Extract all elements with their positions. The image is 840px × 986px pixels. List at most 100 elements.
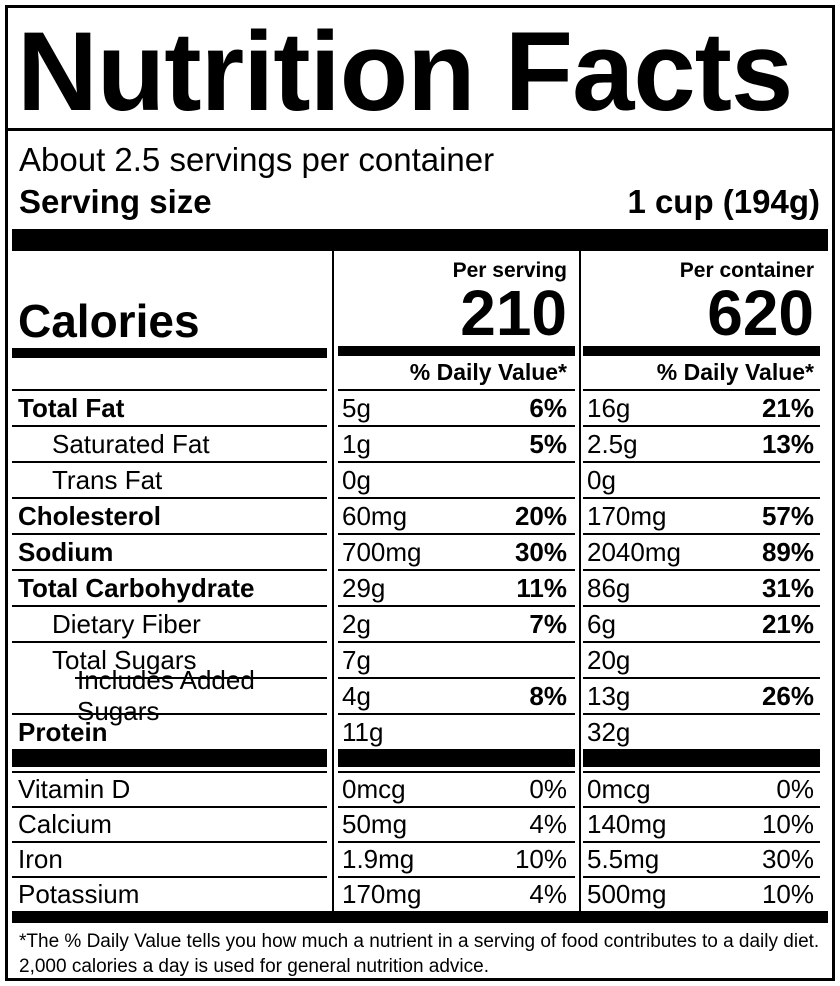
serving-amount: 60mg bbox=[342, 500, 408, 531]
serving-dv: 7% bbox=[529, 608, 567, 639]
serving-amount: 1.9mg bbox=[342, 844, 415, 874]
table-row: Protein 11g 32g bbox=[8, 713, 832, 749]
daily-value-header-container: % Daily Value* bbox=[656, 359, 814, 385]
container-amount: 86g bbox=[587, 572, 631, 603]
container-amount: 2.5g bbox=[587, 428, 638, 459]
nutrient-name: Saturated Fat bbox=[52, 428, 210, 459]
table-row: Saturated Fat 1g 5% 2.5g 13% bbox=[8, 425, 832, 461]
separator-bar-top bbox=[12, 229, 828, 251]
container-dv: 13% bbox=[761, 428, 814, 459]
container-amount: 20g bbox=[587, 644, 631, 675]
container-dv: 10% bbox=[761, 809, 814, 839]
container-dv: 89% bbox=[761, 536, 814, 567]
serving-amount: 7g bbox=[342, 644, 371, 675]
serving-block: About 2.5 servings per container Serving… bbox=[8, 131, 832, 229]
calories-underline-container bbox=[583, 346, 820, 356]
container-amount: 5.5mg bbox=[587, 844, 660, 874]
container-amount: 2040mg bbox=[587, 536, 681, 567]
title-block: Nutrition Facts bbox=[8, 8, 832, 131]
serving-amount: 5g bbox=[342, 392, 371, 423]
container-dv: 10% bbox=[761, 879, 814, 909]
serving-dv: 8% bbox=[529, 680, 567, 711]
serving-dv: 11% bbox=[516, 572, 567, 603]
serving-dv: 0% bbox=[529, 774, 567, 804]
container-amount: 140mg bbox=[587, 809, 667, 839]
serving-amount: 29g bbox=[342, 572, 386, 603]
calories-label: Calories bbox=[18, 294, 200, 347]
serving-amount: 1g bbox=[342, 428, 371, 459]
container-dv: 0% bbox=[776, 774, 814, 804]
container-amount: 6g bbox=[587, 608, 616, 639]
container-amount: 500mg bbox=[587, 879, 667, 909]
nutrient-name: Vitamin D bbox=[18, 774, 131, 804]
container-dv: 21% bbox=[761, 392, 814, 423]
per-serving-header: Per serving bbox=[452, 259, 567, 282]
nutrient-name: Cholesterol bbox=[18, 500, 162, 531]
serving-amount: 170mg bbox=[342, 879, 422, 909]
per-serving-header-col: Per serving 210 % Daily Value* bbox=[332, 251, 579, 389]
serving-dv: 4% bbox=[529, 809, 567, 839]
container-dv: 26% bbox=[761, 680, 814, 711]
separator-bar-bottom bbox=[12, 911, 828, 923]
nutrient-name: Protein bbox=[18, 716, 108, 747]
serving-amount: 11g bbox=[342, 716, 384, 747]
serving-size-value: 1 cup (194g) bbox=[627, 183, 820, 220]
serving-dv: 30% bbox=[514, 536, 567, 567]
serving-amount: 4g bbox=[342, 680, 371, 711]
container-amount: 0mcg bbox=[587, 774, 651, 804]
table-row: Includes Added Sugars 4g 8% 13g 26% bbox=[8, 665, 832, 726]
daily-value-header-serving: % Daily Value* bbox=[409, 359, 567, 385]
per-container-header-col: Per container 620 % Daily Value* bbox=[579, 251, 828, 389]
container-amount: 0g bbox=[587, 464, 616, 495]
nutrient-name: Total Carbohydrate bbox=[18, 572, 255, 603]
serving-dv: 20% bbox=[514, 500, 567, 531]
nutrient-name: Trans Fat bbox=[52, 464, 163, 495]
serving-amount: 2g bbox=[342, 608, 371, 639]
container-dv: 31% bbox=[761, 572, 814, 603]
nutrient-name: Sodium bbox=[18, 536, 114, 567]
nutrient-name: Total Fat bbox=[18, 392, 125, 423]
serving-size-label: Serving size bbox=[19, 183, 212, 220]
nutrient-name: Total Sugars bbox=[52, 644, 197, 675]
table-row: Cholesterol 60mg 20% 170mg 57% bbox=[8, 497, 832, 533]
per-container-header: Per container bbox=[679, 259, 814, 282]
table-row: Sodium 700mg 30% 2040mg 89% bbox=[8, 533, 832, 569]
footnote: *The % Daily Value tells you how much a … bbox=[8, 923, 832, 978]
calories-per-container: 620 bbox=[707, 276, 814, 349]
nutrition-facts-label: Nutrition Facts About 2.5 servings per c… bbox=[5, 5, 835, 981]
nutrient-name: Includes Added Sugars bbox=[77, 665, 255, 726]
container-amount: 16g bbox=[587, 392, 631, 423]
table-row: Iron 1.9mg 10% 5.5mg 30% bbox=[8, 841, 832, 876]
container-amount: 32g bbox=[587, 716, 631, 747]
nutrient-name: Dietary Fiber bbox=[52, 608, 201, 639]
calories-header-left: Calories bbox=[8, 251, 332, 389]
serving-dv: 6% bbox=[529, 392, 567, 423]
calories-underline-serving bbox=[338, 346, 575, 356]
servings-per-container: About 2.5 servings per container bbox=[19, 141, 495, 178]
serving-amount: 50mg bbox=[342, 809, 408, 839]
table-row: Dietary Fiber 2g 7% 6g 21% bbox=[8, 605, 832, 641]
container-amount: 13g bbox=[587, 680, 631, 711]
container-dv: 21% bbox=[761, 608, 814, 639]
footnote-line-1: *The % Daily Value tells you how much a … bbox=[19, 931, 820, 952]
table-row: Total Carbohydrate 29g 11% 86g 31% bbox=[8, 569, 832, 605]
label-title: Nutrition Facts bbox=[17, 9, 793, 134]
serving-amount: 0mcg bbox=[342, 774, 406, 804]
serving-dv: 10% bbox=[514, 844, 567, 874]
table-row: Potassium 170mg 4% 500mg 10% bbox=[8, 876, 832, 911]
nutrient-name: Iron bbox=[18, 844, 63, 874]
serving-dv: 4% bbox=[529, 879, 567, 909]
calories-underline-left bbox=[12, 348, 327, 358]
footnote-line-2: 2,000 calories a day is used for general… bbox=[19, 956, 489, 978]
separator-bar-protein bbox=[8, 749, 832, 771]
calories-header-row: Calories Per serving 210 % Daily Value* … bbox=[8, 251, 832, 389]
table-row: Vitamin D 0mcg 0% 0mcg 0% bbox=[8, 771, 832, 806]
nutrient-name: Potassium bbox=[18, 879, 140, 909]
serving-amount: 700mg bbox=[342, 536, 422, 567]
table-row: Trans Fat 0g 0g bbox=[8, 461, 832, 497]
nutrient-name: Calcium bbox=[18, 809, 112, 839]
serving-dv: 5% bbox=[529, 428, 567, 459]
container-amount: 170mg bbox=[587, 500, 667, 531]
serving-amount: 0g bbox=[342, 464, 371, 495]
table-row: Calcium 50mg 4% 140mg 10% bbox=[8, 806, 832, 841]
